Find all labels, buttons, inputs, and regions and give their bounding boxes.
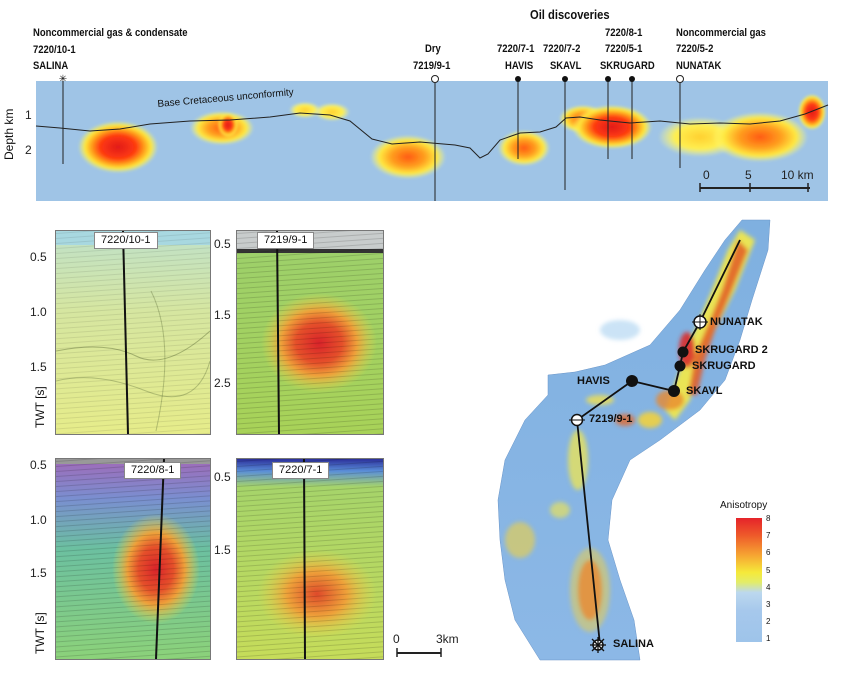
label-nunatak-name: NUNATAK [676,60,722,72]
colorbar-tick-6: 6 [766,548,771,557]
section-depth-tick-1: 1 [25,108,32,122]
seismic-scale-3km: 3km [436,632,459,646]
anisotropy-map [497,219,771,661]
section-scale-5: 5 [745,168,752,182]
colorbar-tick-8: 8 [766,514,771,523]
panel2-tick-2: 2.5 [214,376,231,390]
label-skrugard-well-1: 7220/8-1 [605,27,643,39]
label-havis-name: HAVIS [505,60,534,72]
panel1-tick-0: 0.5 [30,250,47,264]
label-salina-type: Noncommercial gas & condensate [33,27,188,39]
section-scale-10: 10 km [781,168,814,182]
label-havis-well: 7220/7-1 [497,43,535,55]
seismic-twt-label-lower: TWT [s] [33,612,47,654]
cross-section: ✳ [35,74,829,201]
panel2-tick-1: 1.5 [214,308,231,322]
panel3-tick-1: 1.0 [30,513,47,527]
section-depth-axis-label: Depth km [2,108,16,160]
seismic-scale-bar [396,648,442,657]
panel1-tick-2: 1.5 [30,360,47,374]
map-label-7219-9-1: 7219/9-1 [589,413,633,425]
seismic-panel-7219-9-1: 7219/9-1 [236,230,384,435]
anisotropy-colorbar [736,518,762,642]
oil-discoveries-title: Oil discoveries [530,7,610,22]
seismic-panel-7220-7-1: 7220/7-1 [236,458,384,660]
label-nunatak-type: Noncommercial gas [676,27,766,39]
colorbar-tick-1: 1 [766,634,771,643]
colorbar-tick-4: 4 [766,583,771,592]
map-label-nunatak: NUNATAK [710,316,763,328]
panel3-tick-0: 0.5 [30,458,47,472]
colorbar-tick-3: 3 [766,600,771,609]
label-skrugard-well-2: 7220/5-1 [605,43,643,55]
seismic-scale-0: 0 [393,632,400,646]
panel4-tick-0: 0.5 [214,470,231,484]
map-label-salina: SALINA [613,638,654,650]
label-dry-well: 7219/9-1 [413,60,451,72]
map-label-havis: HAVIS [577,375,610,387]
seismic-twt-label-upper: TWT [s] [33,386,47,428]
section-depth-tick-2: 2 [25,143,32,157]
seismic-panel-7220-10-1: 7220/10-1 [55,230,211,435]
panel-tag-7219-9-1: 7219/9-1 [257,232,315,249]
panel1-tick-1: 1.0 [30,305,47,319]
colorbar-tick-2: 2 [766,617,771,626]
label-salina-well: 7220/10-1 [33,44,76,56]
seismic-panel-7220-8-1: 7220/8-1 [55,458,211,660]
label-nunatak-well: 7220/5-2 [676,43,714,55]
label-skavl-name: SKAVL [550,60,582,72]
svg-text:✳: ✳ [59,74,67,85]
panel2-tick-0: 0.5 [214,237,231,251]
label-skavl-well: 7220/7-2 [543,43,581,55]
panel3-tick-2: 1.5 [30,566,47,580]
map-label-skrugard-2: SKRUGARD 2 [695,344,768,356]
label-salina-name: SALINA [33,60,69,72]
panel-tag-7220-7-1: 7220/7-1 [272,462,330,479]
map-label-skrugard: SKRUGARD [692,360,756,372]
panel4-tick-1: 1.5 [214,543,231,557]
map-label-skavl: SKAVL [686,385,723,397]
colorbar-tick-7: 7 [766,531,771,540]
label-dry-type: Dry [425,43,441,55]
section-scale-0: 0 [703,168,710,182]
panel-tag-7220-8-1: 7220/8-1 [124,462,182,479]
colorbar-tick-5: 5 [766,566,771,575]
colorbar-title: Anisotropy [720,500,768,511]
label-skrugard-name: SKRUGARD [600,60,655,72]
panel-tag-7220-10-1: 7220/10-1 [94,232,158,249]
